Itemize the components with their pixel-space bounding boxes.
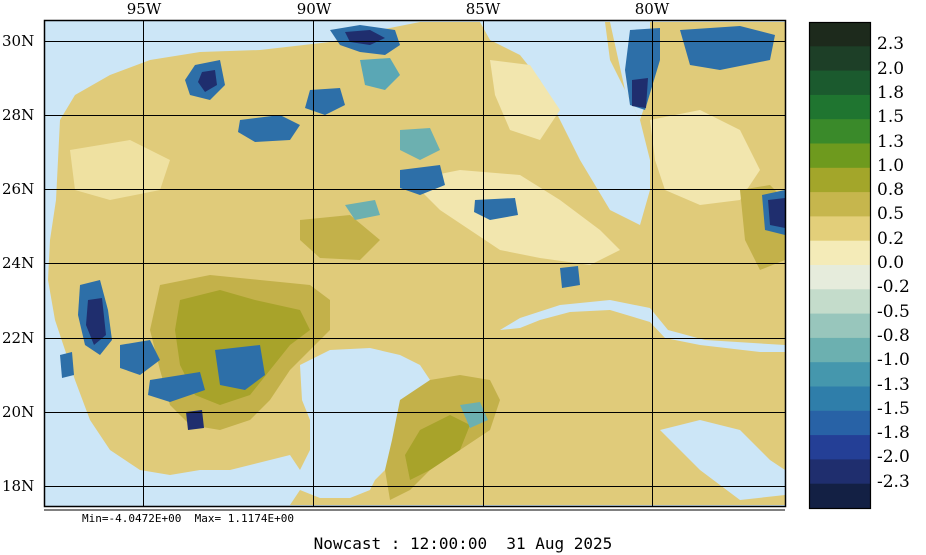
colorbar-label: -1.3: [877, 374, 910, 395]
colorbar-label: 0.5: [877, 204, 905, 225]
lat-label-22n: 22N: [2, 329, 35, 347]
campeche-bay-water: [300, 348, 430, 498]
max-value: 1.1174E+00: [227, 512, 294, 525]
footer-date: 31 Aug 2025: [506, 534, 613, 553]
colorbar-swatch: [809, 313, 870, 339]
colorbar-label: 2.0: [877, 58, 905, 79]
colorbar-swatch: [809, 240, 870, 266]
graticule: [44, 20, 785, 506]
min-label: Min=: [82, 512, 109, 525]
lon-label-90w: 90W: [296, 0, 332, 18]
light-patch: [410, 170, 620, 265]
colorbar-swatch: [809, 22, 870, 47]
lat-label-28n: 28N: [2, 106, 35, 124]
colorbar-label: -0.5: [877, 301, 910, 322]
footer-time: 12:00:00: [410, 534, 488, 553]
map-frame: [43, 19, 787, 508]
lon-label-80w: 80W: [634, 0, 670, 18]
negative-anomaly-blobs: [60, 25, 785, 430]
colorbar-label: -1.8: [877, 423, 910, 444]
colorbar-swatch: [809, 70, 870, 96]
light-patch: [650, 110, 760, 205]
lat-label-26n: 26N: [2, 180, 35, 198]
olive-patch: [300, 215, 380, 260]
colorbar-swatch: [809, 143, 870, 169]
colorbar-swatch: [809, 362, 870, 388]
colorbar-label: 0.2: [877, 228, 905, 249]
colorbar-swatch: [809, 337, 870, 363]
colorbar-swatch: [809, 216, 870, 242]
lat-label-18n: 18N: [2, 477, 35, 495]
colorbar-label: -1.5: [877, 398, 910, 419]
light-patch: [490, 60, 560, 140]
caribbean-water: [500, 300, 785, 352]
colorbar-swatch: [809, 94, 870, 120]
lon-label-95w: 95W: [126, 0, 162, 18]
colorbar-frame: [808, 21, 872, 510]
colorbar-label: -2.3: [877, 471, 910, 492]
max-label: Max=: [194, 512, 222, 525]
colorbar-label: -1.0: [877, 350, 910, 371]
lon-label-85w: 85W: [465, 0, 501, 18]
lat-label-30n: 30N: [2, 32, 35, 50]
colorbar-label: 1.8: [877, 82, 905, 103]
colorbar: [808, 21, 872, 510]
lat-label-24n: 24N: [2, 254, 35, 272]
olive-patch: [405, 415, 470, 480]
colorbar-swatch: [809, 46, 870, 72]
colorbar-label: -0.8: [877, 325, 910, 346]
light-patch: [70, 140, 170, 200]
colorbar-swatch: [809, 289, 870, 315]
colorbar-swatch: [809, 459, 870, 485]
colorbar-swatch: [809, 386, 870, 412]
footer-mode: Nowcast: [313, 534, 382, 553]
min-value: -4.0472E+00: [108, 512, 182, 525]
colorbar-label: 1.3: [877, 131, 905, 152]
colorbar-label: -2.0: [877, 447, 910, 468]
colorbar-label: 1.5: [877, 107, 905, 128]
colorbar-label: 1.0: [877, 155, 905, 176]
southeast-water: [660, 420, 785, 500]
nowcast-timestamp: Nowcast : 12:00:00 31 Aug 2025: [313, 534, 613, 553]
colorbar-label: 0.8: [877, 180, 905, 201]
colorbar-swatch: [809, 167, 870, 193]
colorbar-swatch: [809, 410, 870, 436]
lat-label-20n: 20N: [2, 403, 35, 421]
min-max-stats: Min=-4.0472E+00 Max= 1.1174E+00: [82, 512, 294, 525]
colorbar-label: -0.2: [877, 277, 910, 298]
colorbar-swatch: [809, 435, 870, 460]
colorbar-swatch: [809, 119, 870, 145]
colorbar-swatch: [809, 483, 870, 509]
colorbar-swatch: [809, 192, 870, 217]
colorbar-label: 0.0: [877, 253, 905, 273]
colorbar-swatch: [809, 265, 870, 290]
colorbar-label: 2.3: [877, 34, 905, 55]
